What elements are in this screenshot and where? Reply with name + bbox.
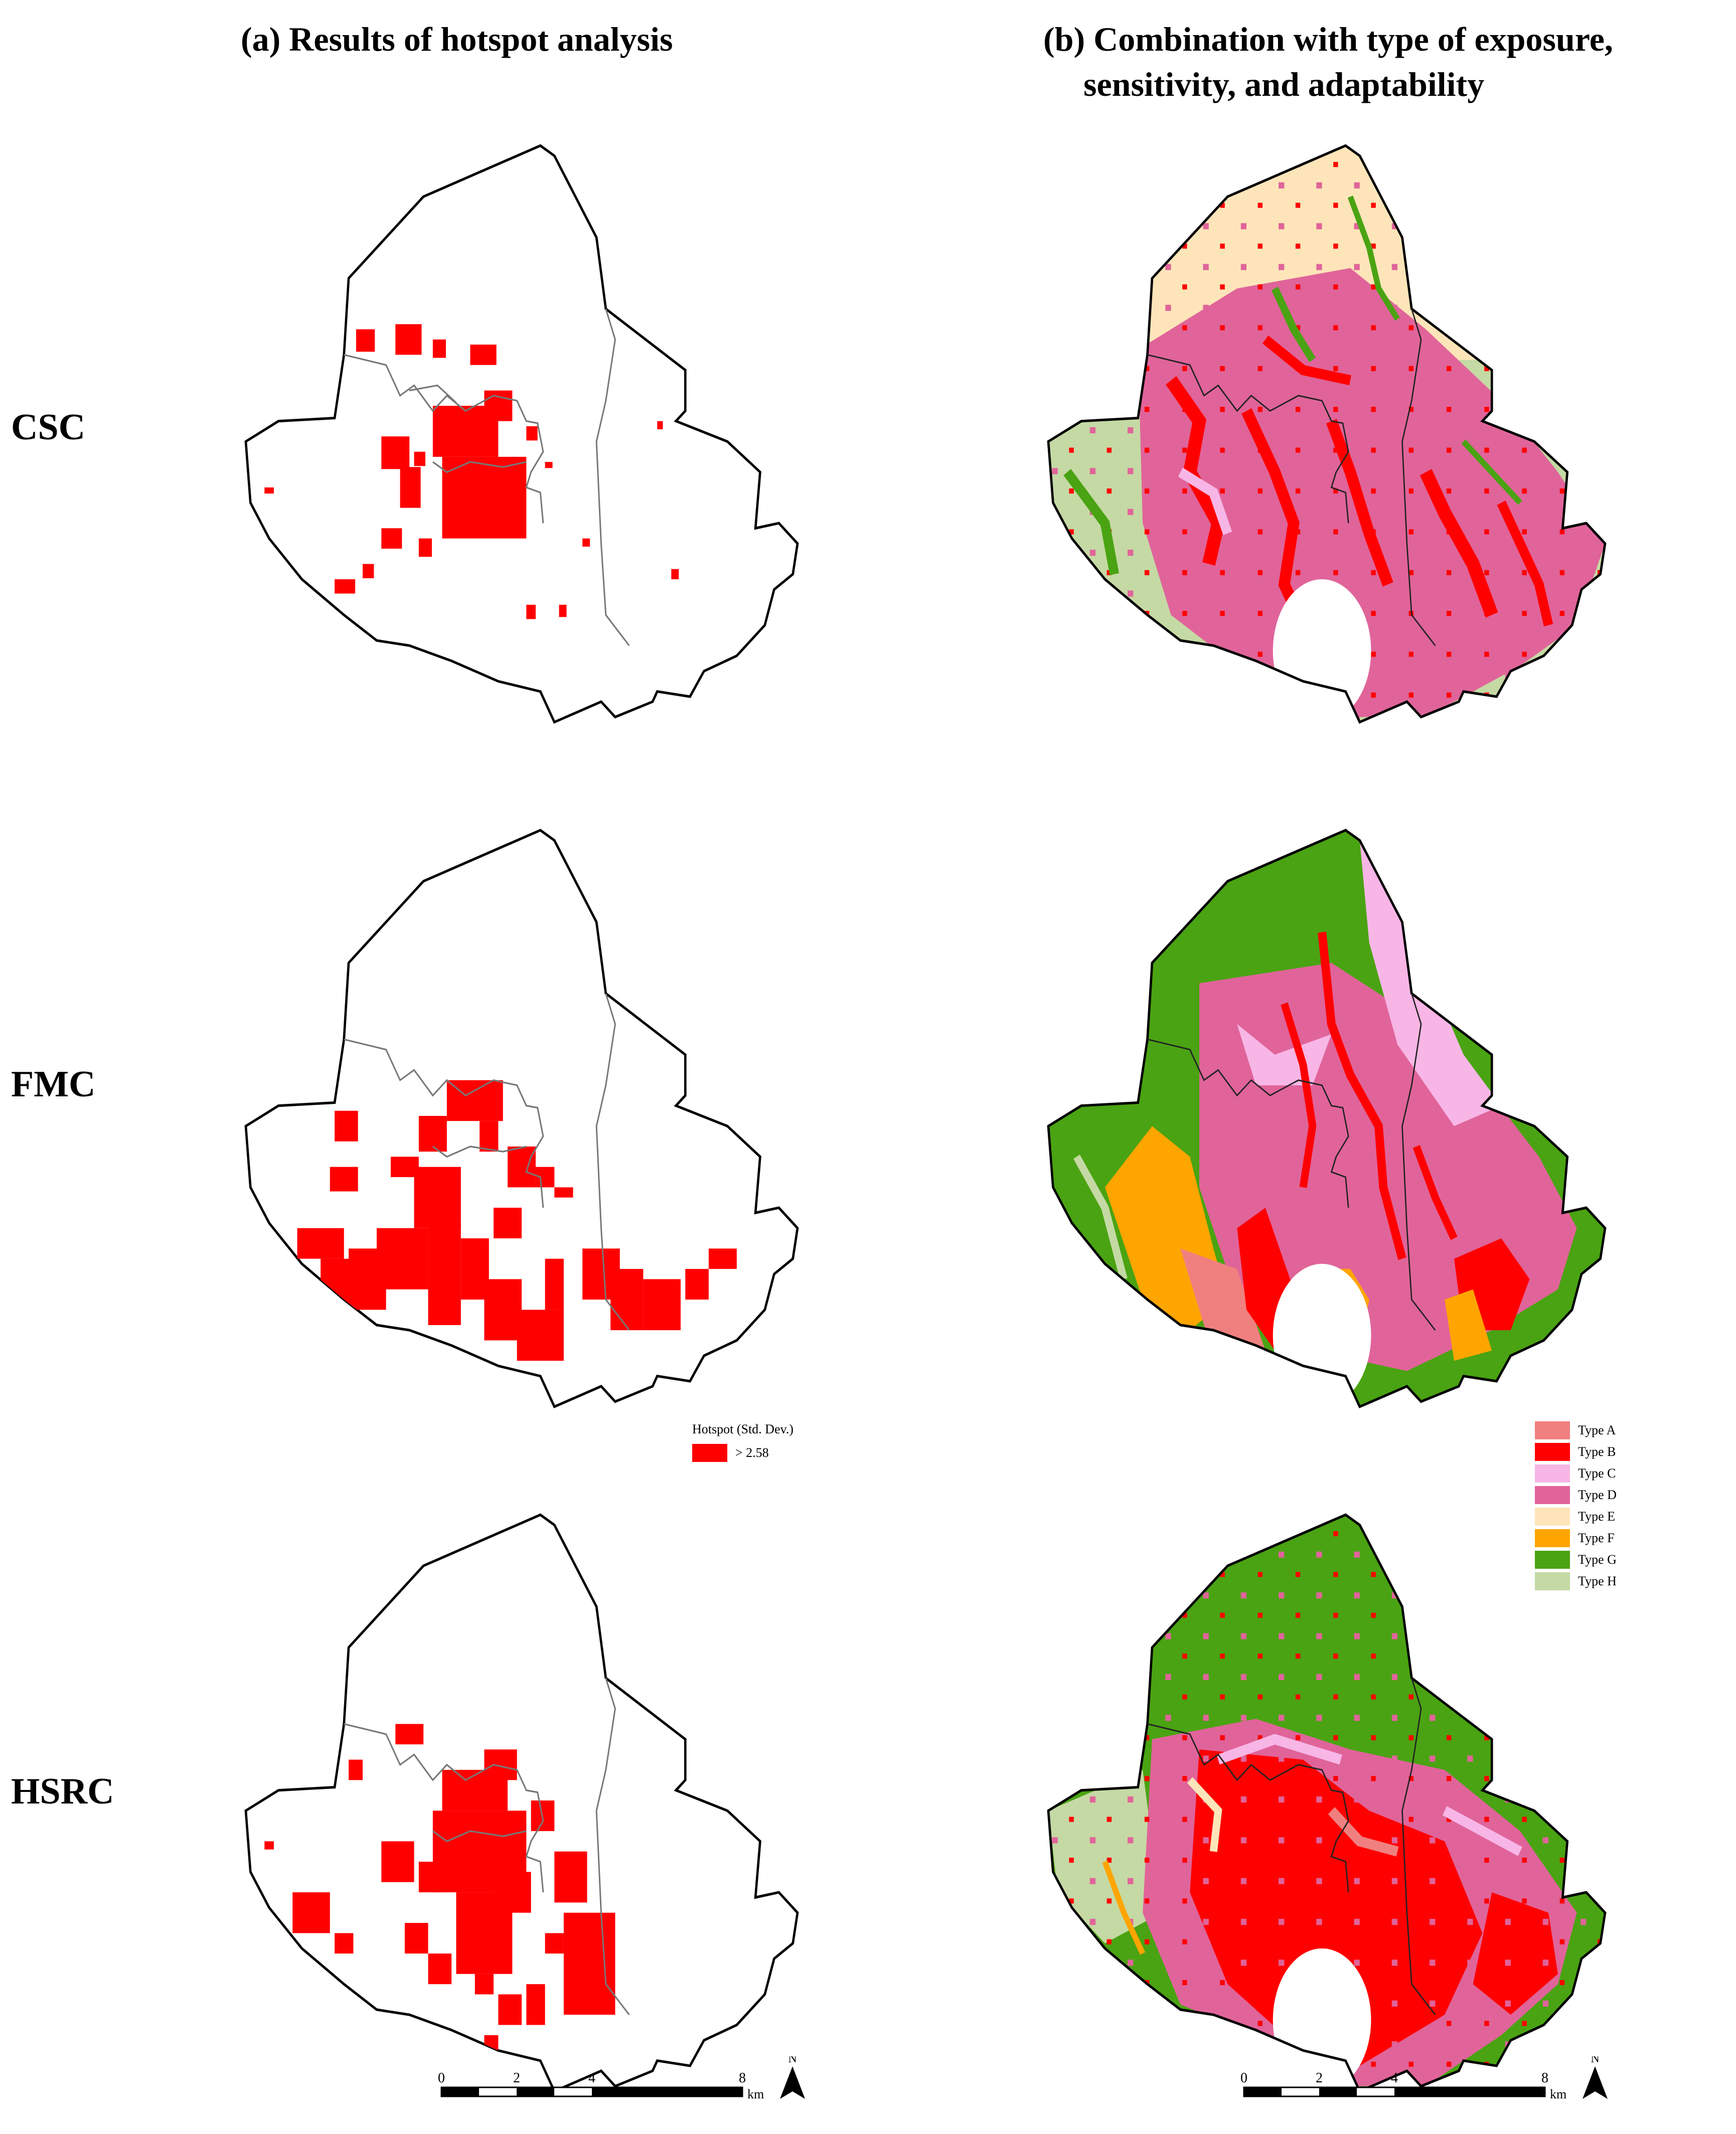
hotspot-map-hsrc [244, 1513, 799, 2093]
scale-tick-label: 0 [438, 2070, 445, 2086]
legend-label: Type H [1578, 1573, 1617, 1588]
legend-swatch [1535, 1507, 1570, 1526]
hotspot-legend: Hotspot (Std. Dev.) > 2.58 [692, 1422, 794, 1463]
legend-swatch [1535, 1421, 1570, 1439]
legend-swatch [1535, 1572, 1570, 1590]
scale-tick-label: 4 [1391, 2070, 1398, 2086]
north-arrow-icon [1583, 2066, 1608, 2099]
scale-bar-b: 0 2 4 8 km N [1240, 2056, 1608, 2101]
type-map-fmc [1047, 829, 1607, 1409]
legend-swatch [1535, 1442, 1570, 1461]
column-title-b-line2: sensitivity, and adaptability [1083, 65, 1485, 103]
scale-tick-label: 8 [1541, 2070, 1548, 2086]
legend-item-type-b: Type B [1535, 1441, 1617, 1462]
scale-tick-label: 2 [513, 2070, 520, 2086]
north-arrow-icon [780, 2066, 805, 2099]
scale-tick-label: 8 [739, 2070, 746, 2086]
legend-label: > 2.58 [735, 1445, 769, 1460]
column-title-a: (a) Results of hotspot analysis [241, 20, 673, 58]
legend-swatch [1535, 1486, 1570, 1504]
legend-swatch [1535, 1529, 1570, 1547]
hotspot-map-csc [244, 144, 799, 724]
north-label: N [1591, 2056, 1599, 2065]
row-label-csc: CSC [11, 407, 86, 448]
type-legend: Type A Type B Type C Type D Type E Type … [1535, 1419, 1617, 1592]
legend-label: Type E [1578, 1509, 1615, 1524]
column-title-b: (b) Combination with type of exposure, [1043, 20, 1613, 58]
type-map-csc [1047, 144, 1607, 724]
hotspot-map-fmc [244, 829, 799, 1409]
legend-swatch [1535, 1550, 1570, 1569]
scale-tick-label: 4 [588, 2070, 595, 2086]
legend-label: Type F [1578, 1530, 1615, 1545]
legend-item: > 2.58 [692, 1442, 794, 1463]
north-label: N [788, 2056, 797, 2065]
type-map-hsrc [1047, 1513, 1607, 2093]
row-label-fmc: FMC [11, 1064, 96, 1105]
legend-item-type-g: Type G [1535, 1549, 1617, 1570]
legend-label: Type B [1578, 1444, 1616, 1459]
legend-swatch [1535, 1464, 1570, 1483]
legend-item-type-c: Type C [1535, 1462, 1617, 1484]
legend-label: Type C [1578, 1465, 1616, 1481]
row-label-hsrc: HSRC [11, 1771, 114, 1812]
legend-item-type-e: Type E [1535, 1506, 1617, 1527]
legend-label: Type D [1578, 1487, 1617, 1502]
scale-tick-label: 2 [1316, 2070, 1323, 2086]
legend-swatch [692, 1443, 727, 1462]
scale-tick-label: 0 [1240, 2070, 1247, 2086]
legend-label: Type G [1578, 1552, 1617, 1567]
scale-bar-a: 0 2 4 8 km N [438, 2056, 805, 2101]
legend-item-type-f: Type F [1535, 1527, 1617, 1549]
legend-item-type-d: Type D [1535, 1484, 1617, 1506]
scale-unit: km [1550, 2087, 1566, 2101]
legend-label: Type A [1578, 1422, 1616, 1437]
legend-item-type-a: Type A [1535, 1419, 1617, 1441]
hotspot-legend-title: Hotspot (Std. Dev.) [692, 1422, 794, 1436]
scale-unit: km [747, 2087, 764, 2101]
legend-item-type-h: Type H [1535, 1570, 1617, 1592]
